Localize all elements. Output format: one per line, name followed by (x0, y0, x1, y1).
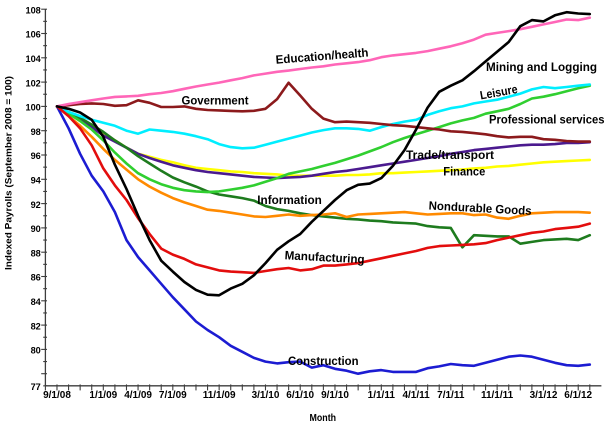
svg-text:Nondurable Goods: Nondurable Goods (428, 199, 532, 218)
svg-text:Trade/transport: Trade/transport (406, 148, 494, 162)
svg-text:11/1/09: 11/1/09 (203, 390, 236, 401)
svg-text:7/1/09: 7/1/09 (159, 390, 187, 401)
svg-text:94: 94 (31, 176, 42, 186)
svg-text:1/1/11: 1/1/11 (368, 390, 396, 401)
svg-text:Leisure: Leisure (479, 82, 519, 102)
svg-text:6/1/10: 6/1/10 (286, 390, 314, 401)
svg-text:11/1/11: 11/1/11 (481, 390, 514, 401)
svg-text:Government: Government (182, 93, 249, 107)
svg-text:90: 90 (31, 224, 41, 234)
svg-text:98: 98 (31, 127, 41, 137)
svg-text:Manufacturing: Manufacturing (284, 248, 365, 266)
svg-text:Finance: Finance (443, 164, 485, 178)
svg-text:3/1/10: 3/1/10 (252, 390, 280, 401)
svg-text:106: 106 (25, 30, 40, 40)
svg-text:77: 77 (31, 382, 41, 392)
svg-text:88: 88 (31, 248, 41, 258)
svg-text:80: 80 (31, 346, 41, 356)
svg-text:4/1/11: 4/1/11 (402, 390, 430, 401)
svg-text:Mining and Logging: Mining and Logging (486, 60, 597, 74)
svg-text:108: 108 (25, 5, 40, 15)
svg-text:4/1/09: 4/1/09 (124, 390, 152, 401)
svg-text:Construction: Construction (288, 354, 359, 368)
svg-text:92: 92 (31, 200, 41, 210)
svg-text:102: 102 (25, 78, 40, 88)
svg-text:3/1/12: 3/1/12 (530, 390, 558, 401)
svg-text:Month: Month (310, 413, 337, 424)
svg-text:9/1/08: 9/1/08 (43, 390, 71, 401)
svg-text:100: 100 (25, 103, 40, 113)
svg-text:7/1/11: 7/1/11 (437, 390, 465, 401)
svg-text:6/1/12: 6/1/12 (564, 390, 592, 401)
svg-text:9/1/10: 9/1/10 (321, 390, 349, 401)
svg-text:96: 96 (31, 151, 41, 161)
svg-text:Professional services: Professional services (489, 113, 605, 127)
svg-text:Indexed Payrolls (September 20: Indexed Payrolls (September 2008 = 100) (4, 76, 15, 270)
svg-text:82: 82 (31, 321, 41, 331)
svg-text:1/1/09: 1/1/09 (89, 390, 117, 401)
svg-text:84: 84 (31, 297, 42, 307)
svg-text:Information: Information (257, 193, 322, 207)
svg-text:86: 86 (31, 273, 41, 283)
svg-text:104: 104 (25, 54, 41, 64)
